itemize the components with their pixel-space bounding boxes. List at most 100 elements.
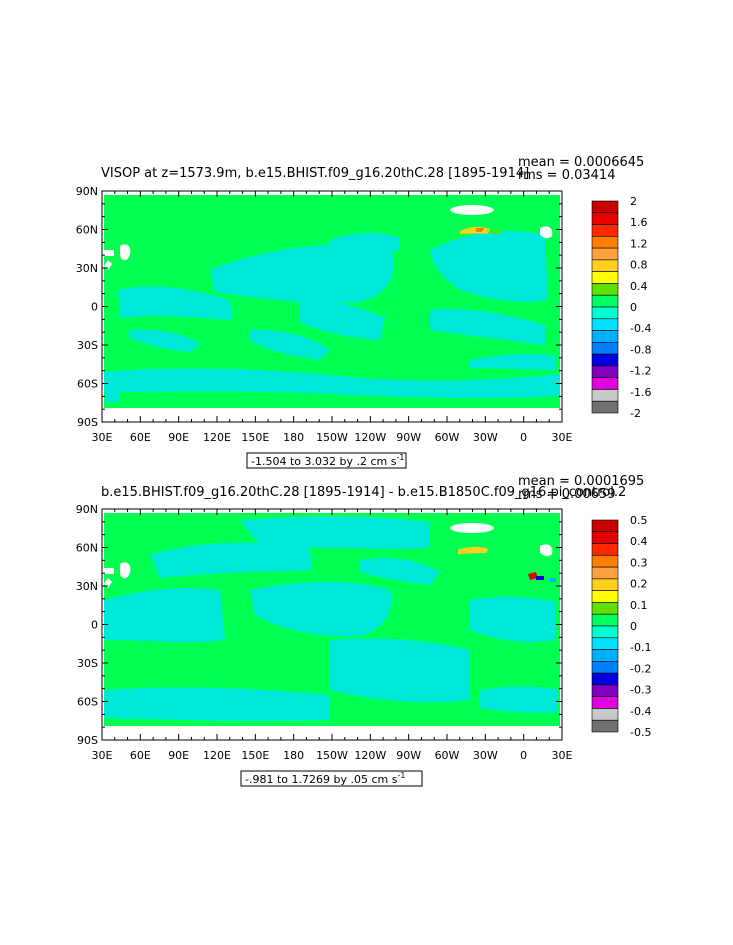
colorbar-label: 0.5 (630, 514, 648, 527)
x-tick-label: 60W (435, 749, 460, 762)
y-tick-label: 60S (77, 696, 98, 709)
colorbar-swatch (591, 566, 619, 580)
colorbar-swatch (591, 625, 619, 639)
colorbar-label: -0.3 (630, 684, 651, 697)
colorbar-label: 1.6 (630, 216, 648, 229)
y-tick-label: 30S (77, 657, 98, 670)
y-tick-label: 30S (77, 339, 98, 352)
rms-label: rms = 0.00659 (518, 487, 615, 502)
colorbar-swatch (591, 330, 619, 343)
x-tick-label: 120E (203, 431, 231, 444)
x-tick-label: 120E (203, 749, 231, 762)
colorbar-swatch (591, 531, 619, 544)
y-tick-label: 90N (76, 185, 98, 198)
x-tick-label: 30W (473, 431, 498, 444)
colorbar-swatch (591, 400, 619, 414)
colorbar-label: 0 (630, 301, 637, 314)
y-tick-label: 30N (76, 580, 98, 593)
colorbar-swatch (591, 306, 619, 320)
x-tick-label: 180 (283, 749, 304, 762)
panel-title: VISOP at z=1573.9m, b.e15.BHIST.f09_g16.… (101, 166, 529, 181)
colorbar-label: 2 (630, 195, 637, 208)
y-tick-label: 90S (77, 416, 98, 429)
x-tick-label: 90W (396, 431, 421, 444)
x-tick-label: 60W (435, 431, 460, 444)
colorbar-label: -0.2 (630, 662, 651, 675)
colorbar-swatch (591, 259, 619, 272)
x-tick-label: 150W (316, 749, 348, 762)
range-box (240, 770, 423, 787)
x-tick-label: 150W (316, 431, 348, 444)
colorbar-swatch (591, 200, 619, 214)
colorbar-swatch (591, 696, 619, 709)
rms-label: rms = 0.03414 (518, 168, 615, 183)
panel-top: VISOP at z=1573.9m, b.e15.BHIST.f09_g16.… (76, 155, 651, 469)
x-tick-label: 90E (168, 749, 189, 762)
colorbar-swatch (591, 224, 619, 237)
colorbar-swatch (591, 318, 619, 331)
colorbar-swatch (591, 365, 619, 378)
colorbar-label: -0.4 (630, 322, 651, 335)
colorbar-label: 0.1 (630, 599, 648, 612)
colorbar-label: 1.2 (630, 237, 648, 250)
colorbar-label: -1.2 (630, 365, 651, 378)
colorbar-swatch (591, 555, 619, 568)
colorbar-swatch (591, 637, 619, 650)
map-area (102, 509, 562, 740)
colorbar-label: 0.4 (630, 535, 648, 548)
range-label: -1.504 to 3.032 by .2 cm s-1 (251, 453, 404, 468)
x-tick-label: 150E (241, 431, 269, 444)
colorbar-label: -0.4 (630, 705, 651, 718)
colorbar-swatch (591, 543, 619, 556)
colorbar-swatch (591, 590, 619, 603)
x-tick-label: 30W (473, 749, 498, 762)
range-box (246, 452, 407, 469)
colorbar-swatch (591, 519, 619, 533)
colorbar-swatch (591, 661, 619, 674)
colorbar-label: 0.8 (630, 259, 648, 272)
y-tick-label: 60N (76, 224, 98, 237)
x-tick-label: 30E (92, 431, 113, 444)
colorbar-swatch (591, 342, 619, 355)
negative-regions (104, 230, 560, 402)
map-area (102, 191, 562, 422)
x-tick-label: 0 (520, 431, 527, 444)
colorbar-swatch (591, 649, 619, 662)
colorbar: 0.5 0.4 0.3 0.2 0.1 0 -0.1 -0.2 -0.3 -0.4 -0.5 (591, 514, 651, 739)
colorbar-label: -1.6 (630, 386, 651, 399)
y-tick-label: 30N (76, 262, 98, 275)
colorbar-swatch (591, 684, 619, 697)
colorbar-swatch (591, 719, 619, 733)
x-tick-label: 150E (241, 749, 269, 762)
positive-anomaly-specks (460, 226, 500, 234)
colorbar-label: 0.4 (630, 280, 648, 293)
colorbar-swatch (591, 294, 619, 308)
colorbar-label: 0.2 (630, 578, 648, 591)
x-tick-label: 120W (354, 431, 386, 444)
colorbar-swatch (591, 353, 619, 367)
x-tick-label: 30E (552, 431, 573, 444)
x-tick-label: 60E (130, 749, 151, 762)
colorbar: 2 1.6 1.2 0.8 0.4 0 -0.4 -0.8 -1.2 -1.6 -2 (591, 195, 651, 420)
colorbar-swatch (591, 377, 619, 390)
colorbar-swatch (591, 708, 619, 721)
positive-anomaly-specks (458, 546, 556, 582)
x-tick-label: 120W (354, 749, 386, 762)
x-tick-label: 30E (92, 749, 113, 762)
negative-regions (104, 516, 558, 721)
colorbar-label: -2 (630, 407, 641, 420)
y-tick-label: 90S (77, 734, 98, 747)
y-tick-label: 0 (91, 619, 98, 632)
y-tick-label: 60S (77, 378, 98, 391)
colorbar-label: 0 (630, 620, 637, 633)
y-tick-label: 90N (76, 503, 98, 516)
x-tick-label: 60E (130, 431, 151, 444)
axes: 30E 60E 90E 120E 150E 180 150W 120W 90W 60W 30W 0 30… (76, 503, 573, 762)
colorbar-swatch (591, 389, 619, 402)
x-tick-label: 0 (520, 749, 527, 762)
colorbar-swatch (591, 613, 619, 627)
colorbar-label: -0.5 (630, 726, 651, 739)
colorbar-label: 0.3 (630, 556, 648, 569)
colorbar-label: -0.1 (630, 641, 651, 654)
